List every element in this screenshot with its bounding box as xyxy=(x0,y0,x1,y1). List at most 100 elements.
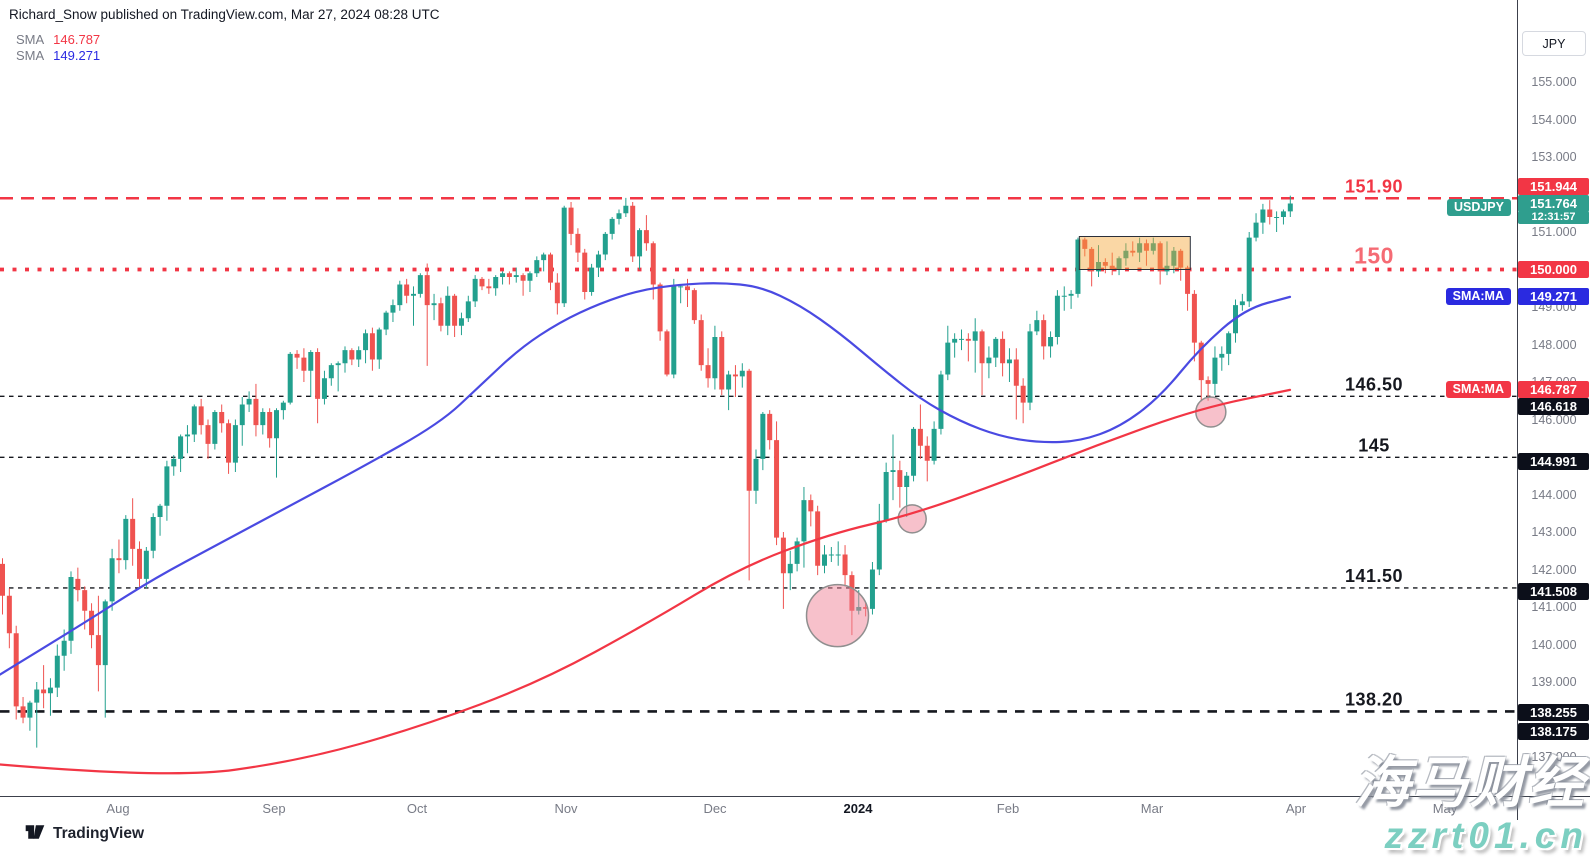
candle-body xyxy=(452,295,458,326)
candle-body xyxy=(774,440,780,538)
candle-body xyxy=(472,278,478,302)
candle-body xyxy=(0,563,5,596)
candle-body xyxy=(164,466,170,506)
candle-body xyxy=(760,413,766,459)
time-axis-divider xyxy=(0,796,1590,797)
time-axis-label: Apr xyxy=(1285,801,1307,816)
candle-body xyxy=(486,286,492,289)
price-tick: 153.000 xyxy=(1531,150,1577,164)
candle-body xyxy=(1260,209,1266,223)
candle-body xyxy=(822,554,827,566)
candle-body xyxy=(1212,357,1218,384)
candle-body xyxy=(184,434,190,437)
candle-body xyxy=(582,252,588,292)
candle-body xyxy=(123,518,129,561)
legend-sma-slow[interactable]: SMA 149.271 xyxy=(16,48,100,64)
candle-body xyxy=(1137,243,1143,253)
candle-body xyxy=(911,428,917,476)
candle-body xyxy=(89,610,95,636)
candle-body xyxy=(500,273,506,277)
candle-body xyxy=(924,445,930,461)
candle-body xyxy=(671,286,677,375)
candle-body xyxy=(68,577,74,641)
candle-body xyxy=(383,312,389,330)
candle-body xyxy=(890,470,896,472)
price-tick: 146.000 xyxy=(1531,412,1577,427)
legend-sma-fast[interactable]: SMA 146.787 xyxy=(16,32,100,48)
price-level-label: 150 xyxy=(1354,243,1394,269)
time-axis[interactable]: Aug Sep Oct Nov Dec 2024 Feb Mar Apr May xyxy=(0,797,1590,823)
price-tick: 141.000 xyxy=(1531,600,1577,614)
candle-body xyxy=(808,500,814,512)
candle-body xyxy=(260,412,266,426)
candle-body xyxy=(904,475,910,487)
time-axis-label: Mar xyxy=(1140,801,1164,816)
price-badge: 141.508 xyxy=(1518,583,1589,601)
candle-body xyxy=(842,554,848,576)
candle-body xyxy=(1020,385,1026,403)
candle-body xyxy=(527,273,533,281)
candle-body xyxy=(643,230,649,244)
candle-body xyxy=(315,352,321,399)
candle-body xyxy=(41,689,47,694)
candle-body xyxy=(34,689,40,703)
candle-body xyxy=(993,338,999,358)
candle-body xyxy=(1116,258,1122,270)
candle-body xyxy=(280,402,286,411)
candle-body xyxy=(219,412,225,424)
candle-body xyxy=(1171,250,1177,266)
candle-body xyxy=(1143,243,1149,251)
candle-body xyxy=(417,275,423,294)
candle-body xyxy=(1041,320,1047,347)
candle-body xyxy=(1027,331,1033,403)
candle-body xyxy=(493,277,499,289)
candle-body xyxy=(1013,359,1019,386)
candle-body xyxy=(1102,262,1108,266)
price-badge: 12:31:57 xyxy=(1518,211,1589,225)
candle-body xyxy=(363,333,369,351)
price-axis[interactable]: JPY 155.000 154.000 153.000 151.000 149.000 1… xyxy=(1518,0,1590,796)
candle-body xyxy=(1253,222,1259,238)
candle-body xyxy=(198,406,204,426)
price-tick: 144.000 xyxy=(1531,487,1577,502)
candle-body xyxy=(246,398,252,405)
price-level-label: 138.20 xyxy=(1345,689,1403,709)
candle-body xyxy=(664,331,670,375)
candle-body xyxy=(548,254,553,283)
candle-body xyxy=(767,413,773,441)
time-axis-label: Feb xyxy=(996,801,1020,816)
candle-body xyxy=(1075,239,1081,294)
chart-plot-area[interactable]: 151.90 150 146.50 145 141.50 138.20 xyxy=(0,0,1518,796)
candle-body xyxy=(637,230,643,257)
candle-body xyxy=(520,275,526,281)
price-tick: 154.000 xyxy=(1531,112,1577,127)
candle-body xyxy=(691,290,697,321)
annotation-box xyxy=(1078,236,1191,270)
candle-body xyxy=(1068,293,1074,296)
candle-body xyxy=(1150,243,1156,251)
time-axis-label: Nov xyxy=(554,801,578,816)
candle-body xyxy=(1205,380,1211,384)
time-axis-label: Dec xyxy=(703,801,727,816)
candle-body xyxy=(945,342,951,375)
candle-body xyxy=(787,563,793,574)
candle-body xyxy=(27,702,33,718)
candle-body xyxy=(575,233,581,253)
candle-body xyxy=(301,357,307,371)
candle-body xyxy=(178,436,184,459)
price-badge: 146.787 xyxy=(1518,381,1589,399)
tradingview-logo-icon[interactable] xyxy=(24,822,46,847)
tradingview-logo-text[interactable]: TradingView xyxy=(53,825,145,842)
candle-body xyxy=(150,517,156,551)
price-level-label: 146.50 xyxy=(1345,374,1403,394)
candle-body xyxy=(554,282,560,304)
time-axis-label: Aug xyxy=(106,801,130,816)
time-axis-label: Sep xyxy=(262,801,286,816)
currency-button[interactable]: JPY xyxy=(1522,31,1586,56)
candle-body xyxy=(685,286,690,291)
candle-body xyxy=(308,352,314,371)
candle-body xyxy=(205,425,211,444)
indicator-legend: SMA 146.787 SMA 149.271 xyxy=(16,32,100,64)
sma-fast-value: 146.787 xyxy=(53,32,101,47)
candle-body xyxy=(1130,250,1136,253)
